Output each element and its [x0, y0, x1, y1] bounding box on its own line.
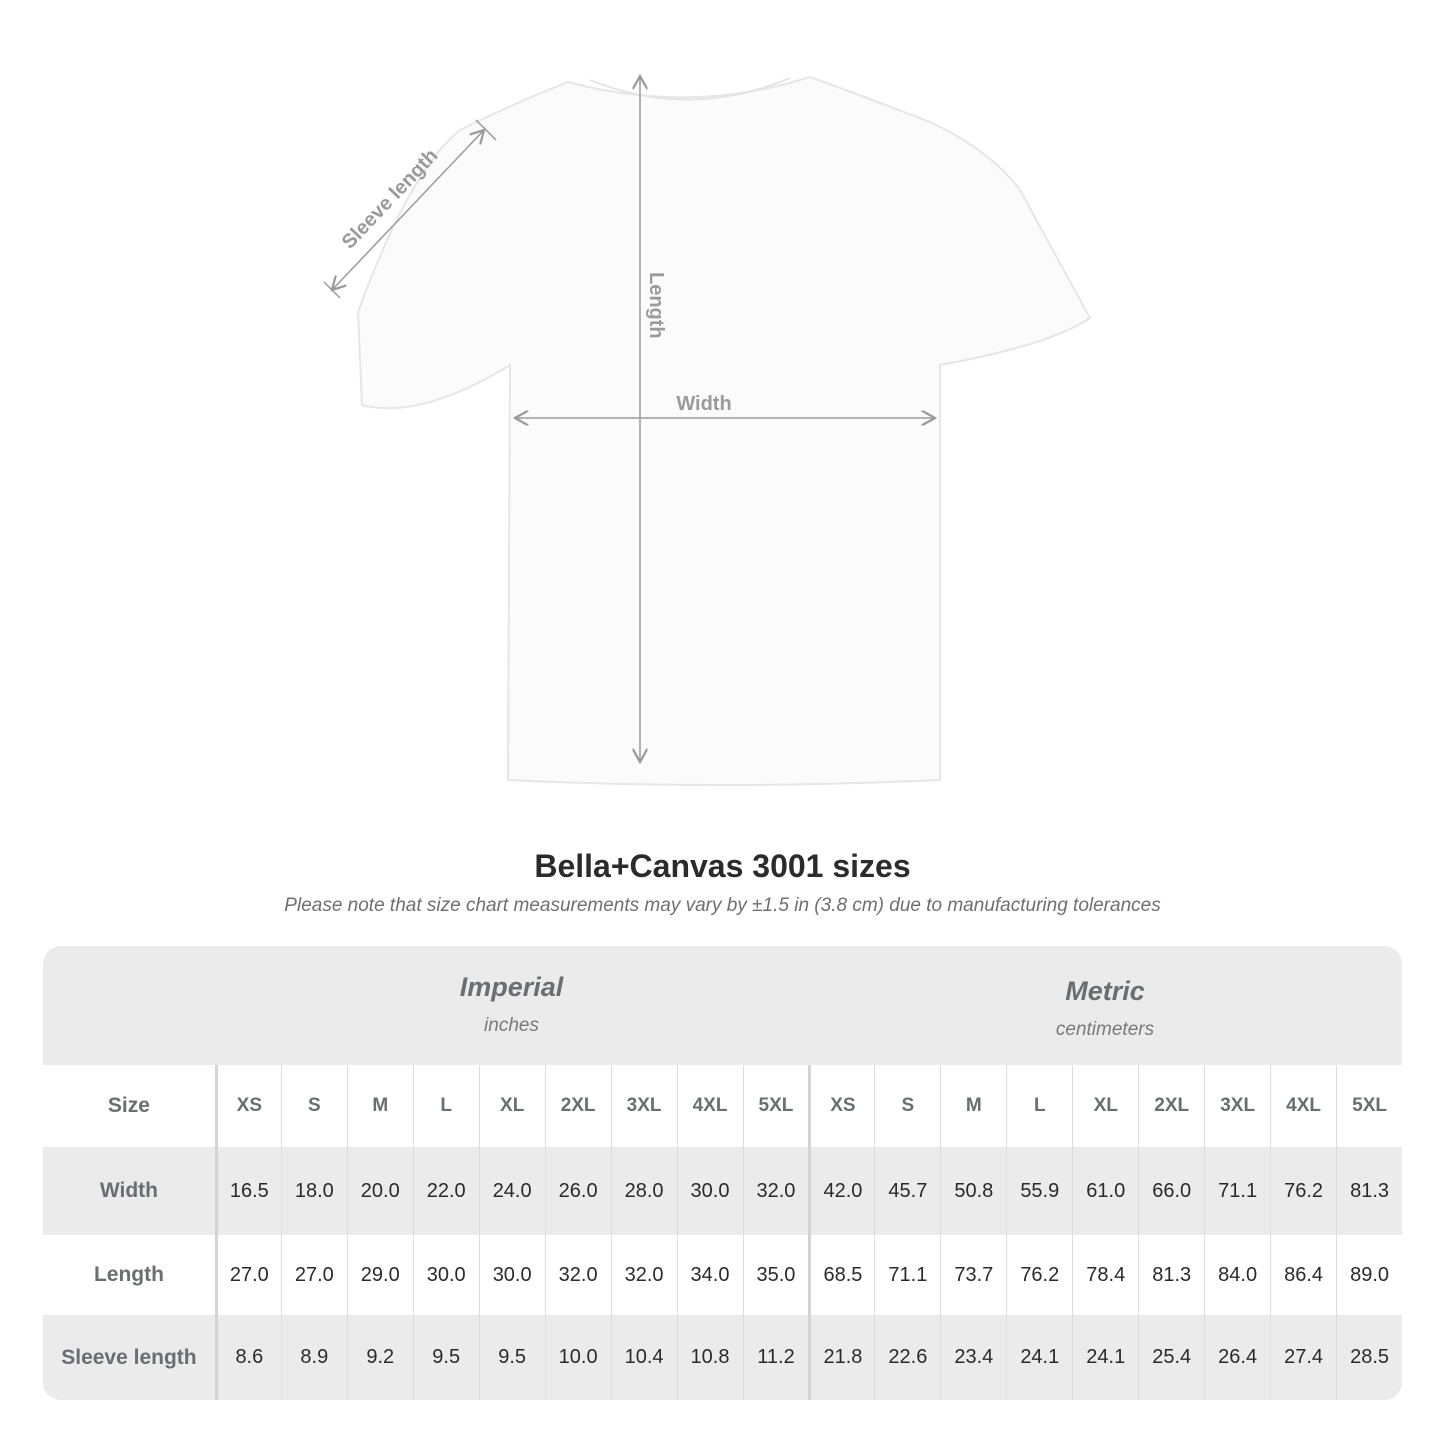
value-cell: 8.9: [280, 1315, 347, 1400]
size-table: Imperial inches Metric centimeters Size X…: [43, 946, 1402, 1400]
row-label: Size: [107, 1094, 150, 1117]
size-header-cell: 2XL: [1138, 1065, 1204, 1147]
tshirt-shape: [356, 75, 1092, 786]
imperial-label: Imperial: [459, 972, 564, 1002]
value-cell: 29.0: [346, 1235, 413, 1315]
value-cell: 24.1: [1072, 1315, 1138, 1400]
page-title: Bella+Canvas 3001 sizes: [534, 848, 911, 884]
value-cell: 21.8: [808, 1315, 874, 1400]
size-header-cell: XS: [214, 1065, 281, 1147]
value-cell: 9.5: [478, 1315, 545, 1400]
value-cell: 42.0: [808, 1147, 874, 1235]
value-cell: 11.2: [742, 1315, 809, 1400]
imperial-unit: inches: [484, 1015, 539, 1036]
value-cell: 71.1: [1204, 1147, 1270, 1235]
size-header-cell: M: [940, 1065, 1006, 1147]
size-header-cell: 4XL: [1270, 1065, 1336, 1147]
value-cell: 50.8: [940, 1147, 1006, 1235]
size-header-cell: 2XL: [544, 1065, 611, 1147]
value-cell: 20.0: [346, 1147, 413, 1235]
value-cell: 32.0: [742, 1147, 809, 1235]
value-cell: 30.0: [676, 1147, 743, 1235]
value-cell: 26.4: [1204, 1315, 1270, 1400]
table-row: Width 16.5 18.0 20.0 22.0 24.0 26.0 28.0 30.0 32.…: [43, 1147, 1402, 1235]
value-cell: 81.3: [1138, 1235, 1204, 1315]
value-cell: 9.2: [346, 1315, 413, 1400]
value-cell: 30.0: [412, 1235, 479, 1315]
value-cell: 89.0: [1336, 1235, 1402, 1315]
value-cell: 24.1: [1006, 1315, 1072, 1400]
value-cell: 28.5: [1336, 1315, 1402, 1400]
metric-unit: centimeters: [1055, 1019, 1155, 1040]
size-header-cell: XS: [808, 1065, 874, 1147]
value-cell: 86.4: [1270, 1235, 1336, 1315]
value-cell: 84.0: [1204, 1235, 1270, 1315]
value-cell: 78.4: [1072, 1235, 1138, 1315]
value-cell: 61.0: [1072, 1147, 1138, 1235]
value-cell: 27.4: [1270, 1315, 1336, 1400]
size-header-cell: S: [874, 1065, 940, 1147]
value-cell: 9.5: [412, 1315, 479, 1400]
size-header-cell: S: [280, 1065, 347, 1147]
value-cell: 16.5: [214, 1147, 281, 1235]
value-cell: 71.1: [874, 1235, 940, 1315]
value-cell: 35.0: [742, 1235, 809, 1315]
value-cell: 18.0: [280, 1147, 347, 1235]
value-cell: 26.0: [544, 1147, 611, 1235]
value-cell: 25.4: [1138, 1315, 1204, 1400]
value-cell: 10.4: [610, 1315, 677, 1400]
metric-header: Metric centimeters: [808, 946, 1402, 1065]
size-header-cell: 3XL: [1204, 1065, 1270, 1147]
table-row: Sleeve length 8.6 8.9 9.2 9.5 9.5 10.0 10.4 10.8…: [43, 1315, 1402, 1400]
value-cell: 28.0: [610, 1147, 677, 1235]
value-cell: 76.2: [1270, 1147, 1336, 1235]
size-header-cell: L: [1006, 1065, 1072, 1147]
tolerance-note: Please note that size chart measurements…: [284, 895, 1161, 916]
value-cell: 76.2: [1006, 1235, 1072, 1315]
imperial-header: Imperial inches: [215, 946, 808, 1065]
size-header-cell: 5XL: [1336, 1065, 1402, 1147]
value-cell: 68.5: [808, 1235, 874, 1315]
size-header-cell: XL: [1072, 1065, 1138, 1147]
length-label: Length: [645, 272, 667, 339]
value-cell: 10.8: [676, 1315, 743, 1400]
value-cell: 22.0: [412, 1147, 479, 1235]
size-header-row: Size XS S M L XL 2XL 3XL 4XL 5XL XS S M L XL 2XL 3XL 4XL 5…: [43, 1065, 1402, 1147]
value-cell: 45.7: [874, 1147, 940, 1235]
value-cell: 23.4: [940, 1315, 1006, 1400]
value-cell: 10.0: [544, 1315, 611, 1400]
value-cell: 34.0: [676, 1235, 743, 1315]
value-cell: 81.3: [1336, 1147, 1402, 1235]
value-cell: 30.0: [478, 1235, 545, 1315]
metric-label: Metric: [1065, 976, 1145, 1006]
value-cell: 22.6: [874, 1315, 940, 1400]
row-label: Length: [93, 1263, 164, 1286]
size-header-cell: L: [412, 1065, 479, 1147]
size-header-cell: 4XL: [676, 1065, 743, 1147]
size-header-cell: 3XL: [610, 1065, 677, 1147]
value-cell: 27.0: [214, 1235, 281, 1315]
value-cell: 32.0: [544, 1235, 611, 1315]
value-cell: 66.0: [1138, 1147, 1204, 1235]
row-label: Width: [99, 1179, 158, 1202]
value-cell: 32.0: [610, 1235, 677, 1315]
value-cell: 8.6: [214, 1315, 281, 1400]
width-label: Width: [676, 393, 731, 415]
size-header-cell: M: [346, 1065, 413, 1147]
value-cell: 73.7: [940, 1235, 1006, 1315]
value-cell: 55.9: [1006, 1147, 1072, 1235]
value-cell: 27.0: [280, 1235, 347, 1315]
row-label: Sleeve length: [61, 1345, 197, 1369]
size-header-cell: XL: [478, 1065, 545, 1147]
size-header-cell: 5XL: [742, 1065, 809, 1147]
table-row: Length 27.0 27.0 29.0 30.0 30.0 32.0 32.0 34.0 35…: [43, 1235, 1402, 1315]
tshirt-diagram: Length Width Sleeve length: [323, 0, 1092, 786]
value-cell: 24.0: [478, 1147, 545, 1235]
